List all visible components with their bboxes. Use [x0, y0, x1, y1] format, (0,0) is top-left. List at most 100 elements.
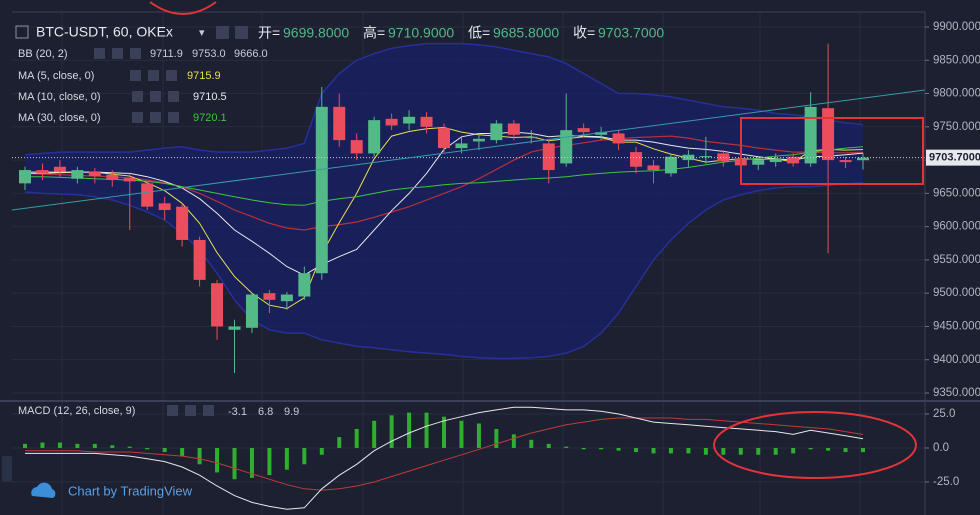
histogram-bar	[581, 447, 586, 450]
y-tick-label: 9850.000	[933, 54, 980, 66]
ma10-value: 9710.5	[193, 91, 227, 103]
settings-icon[interactable]	[216, 26, 229, 39]
scroll-button[interactable]	[2, 456, 12, 482]
candle-body	[612, 133, 625, 144]
histogram-bar	[197, 447, 202, 465]
ma10-legend[interactable]: MA (10, close, 0)	[18, 91, 101, 103]
collapse-icon[interactable]	[15, 25, 29, 39]
y-tick-label: 0.0	[933, 442, 949, 454]
candle-body	[19, 170, 31, 184]
highlight-ellipse	[713, 411, 917, 479]
candle-body	[839, 160, 852, 163]
macd-legend[interactable]: MACD (12, 26, close, 9)	[18, 405, 135, 417]
last-price-box	[926, 149, 980, 166]
histogram-bar	[861, 447, 865, 453]
hide-icon[interactable]	[235, 26, 248, 39]
histogram-bar	[232, 447, 237, 480]
histogram-bar	[354, 428, 359, 448]
y-tick-label: 9350.000	[933, 387, 980, 399]
candle-body	[106, 174, 119, 181]
histogram-bar	[686, 447, 691, 454]
macd-value: 6.8	[258, 406, 273, 418]
histogram-bar	[721, 447, 726, 455]
last-price-label: 9703.7000	[929, 152, 980, 164]
bollinger-upper	[24, 42, 864, 156]
ma5-legend[interactable]: MA (5, close, 0)	[18, 70, 94, 82]
candle-body	[682, 154, 695, 161]
ma30-value: 9720.1	[193, 112, 227, 124]
y-tick-label: 25.0	[933, 408, 955, 420]
bollinger-lower	[24, 181, 864, 360]
close-value: 9703.7000	[598, 25, 664, 41]
bb-upper-value: 9753.0	[192, 48, 226, 60]
histogram-bar	[424, 412, 429, 448]
histogram-bar	[651, 447, 656, 454]
histogram-bar	[808, 447, 813, 450]
legend-icons	[94, 48, 214, 416]
candle-body	[769, 158, 782, 163]
open-value: 9699.8000	[283, 25, 349, 41]
histogram-bar	[57, 442, 62, 448]
histogram-bar	[180, 447, 185, 457]
macd-line	[25, 406, 864, 510]
y-tick-label: 9400.000	[933, 354, 980, 366]
candle-body	[71, 170, 84, 179]
histogram-bar	[75, 443, 80, 448]
y-tick-label: 9550.000	[933, 254, 980, 266]
y-tick-label: 9900.000	[933, 21, 980, 33]
candle-body	[857, 157, 869, 161]
symbol-title[interactable]: BTC-USDT, 60, OKEx	[36, 24, 173, 40]
high-label: 高=	[363, 25, 385, 41]
candle-body	[490, 123, 503, 141]
histogram-bar	[599, 447, 604, 450]
candle-body	[595, 132, 608, 135]
signal-line	[25, 417, 864, 491]
y-tick-label: -25.0	[933, 476, 959, 488]
bb-legend[interactable]: BB (20, 2)	[18, 48, 68, 60]
histogram-bar	[564, 446, 569, 448]
histogram-bar	[215, 447, 220, 473]
histogram-bar	[756, 447, 761, 455]
candle-body	[560, 130, 573, 164]
candle-body	[542, 143, 555, 171]
high-value: 9710.9000	[388, 25, 454, 41]
candle-body	[123, 178, 136, 182]
histogram-bar	[127, 446, 132, 448]
ma30-legend[interactable]: MA (30, close, 0)	[18, 112, 101, 124]
candle-body	[176, 206, 189, 240]
histogram-bar	[162, 447, 167, 453]
histogram-bar	[826, 447, 831, 451]
attribution[interactable]: Chart by TradingView	[68, 483, 193, 498]
candle-body	[403, 116, 416, 124]
close-label: 收=	[573, 25, 595, 41]
trend-line	[11, 89, 926, 211]
candle-body	[350, 140, 363, 154]
bb-basis-value: 9711.9	[150, 48, 183, 60]
histogram-bar	[23, 443, 27, 448]
y-tick-label: 9800.000	[933, 88, 980, 100]
candle-body	[88, 171, 101, 177]
tradingview-logo[interactable]	[31, 482, 56, 498]
histogram-bar	[319, 447, 324, 455]
candle-body	[263, 293, 276, 300]
histogram-bar	[476, 423, 481, 448]
candle-body	[525, 136, 538, 139]
candle-body	[507, 123, 520, 135]
candle-body	[228, 326, 241, 330]
candle-body	[472, 138, 485, 142]
histogram-bar	[302, 447, 307, 465]
histogram-bar	[372, 420, 377, 448]
candle-body	[280, 294, 293, 302]
histogram-bar	[442, 416, 446, 448]
candle-body	[368, 120, 381, 154]
histogram-bar	[494, 428, 499, 448]
candle-body	[630, 152, 643, 167]
candle-body	[245, 294, 258, 328]
highlight-arc	[149, 1, 217, 15]
candle-body	[315, 106, 328, 274]
candle-body	[53, 166, 66, 172]
dropdown-arrow[interactable]: ▾	[199, 27, 205, 39]
candle-body	[577, 128, 590, 133]
candle-body	[822, 108, 835, 161]
